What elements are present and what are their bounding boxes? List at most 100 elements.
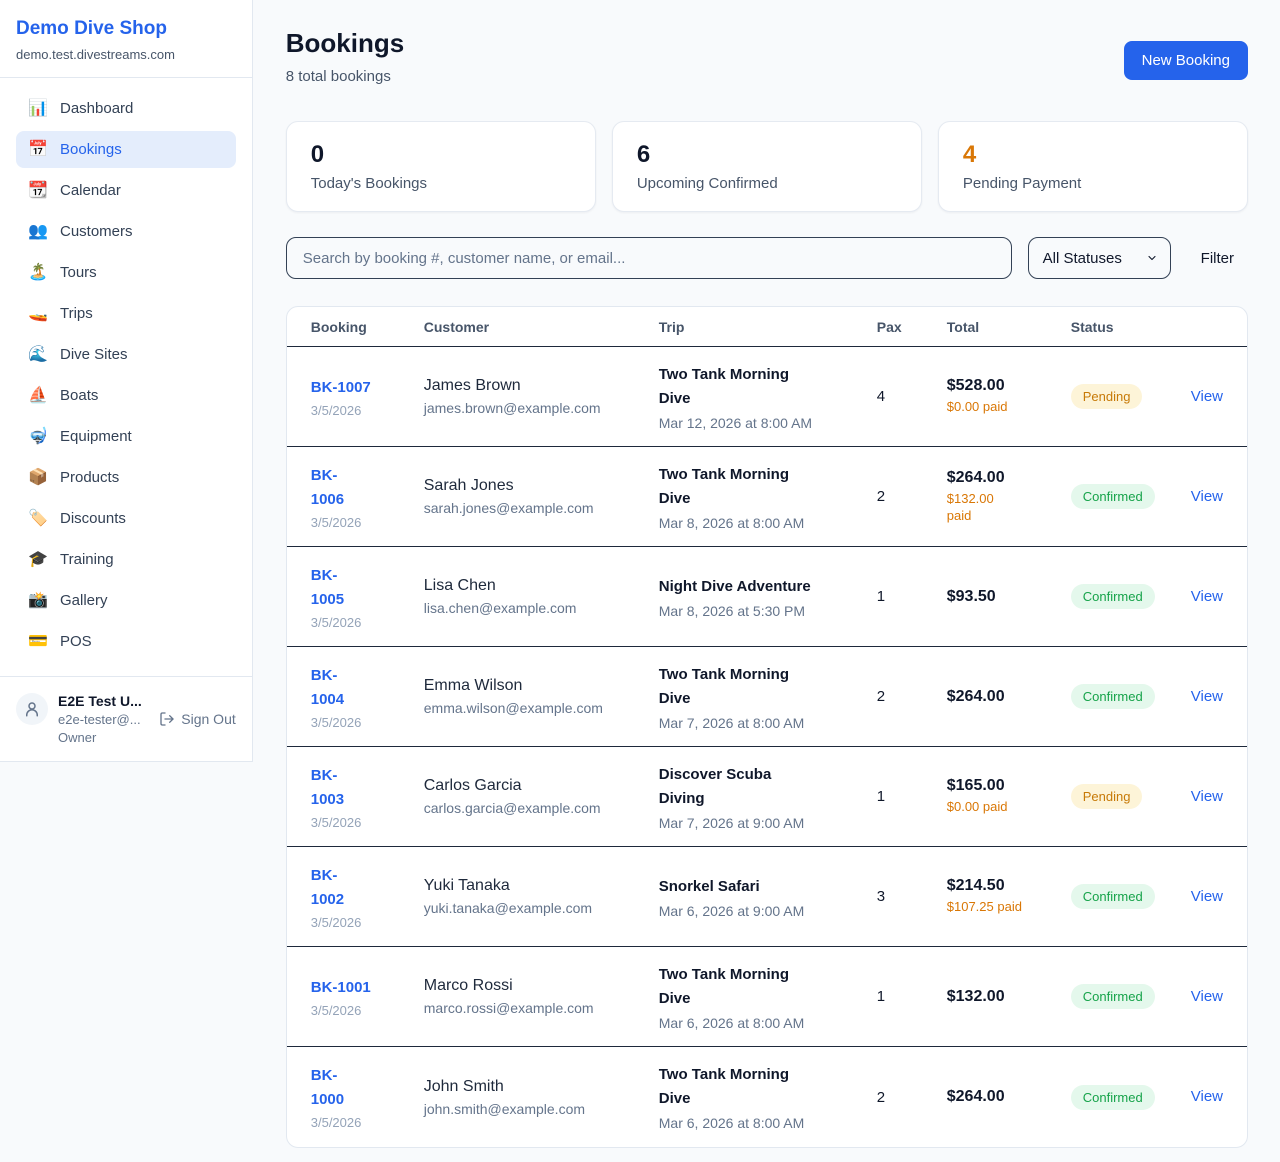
view-cell: View: [1191, 588, 1223, 606]
sidebar-item-calendar[interactable]: 📆 Calendar: [16, 172, 236, 209]
trip-datetime: Mar 7, 2026 at 9:00 AM: [658, 814, 805, 831]
booking-cell: BK- 1002 3/5/2026: [311, 864, 424, 930]
sidebar-item-trips[interactable]: 🚤 Trips: [16, 295, 236, 332]
sailboat-icon: ⛵: [28, 386, 48, 404]
sidebar-item-label: Customers: [60, 223, 133, 240]
paid-amount: $107.25 paid: [946, 899, 1022, 915]
booking-date: 3/5/2026: [310, 614, 362, 630]
status-cell: Confirmed: [1070, 484, 1191, 509]
sidebar-item-boats[interactable]: ⛵ Boats: [16, 377, 236, 414]
total-cell: $264.00 $132.00 paid: [947, 469, 1071, 525]
sidebar-item-dashboard[interactable]: 📊 Dashboard: [16, 90, 236, 127]
trip-datetime: Mar 6, 2026 at 8:00 AM: [658, 1014, 805, 1031]
view-link[interactable]: View: [1190, 1088, 1223, 1105]
booking-id-link[interactable]: BK- 1004: [310, 666, 345, 708]
customer-name: Carlos Garcia: [423, 777, 522, 794]
view-link[interactable]: View: [1190, 587, 1223, 605]
status-filter-select[interactable]: All Statuses: [1027, 237, 1171, 279]
stat-label: Upcoming Confirmed: [636, 175, 778, 192]
filter-row: All Statuses Filter: [285, 237, 1248, 279]
total-amount: $528.00: [946, 377, 1005, 395]
column-header: Booking: [310, 318, 367, 335]
sidebar-item-customers[interactable]: 👥 Customers: [16, 213, 236, 250]
customer-cell: Marco Rossi marco.rossi@example.com: [424, 977, 659, 1016]
column-header: Trip: [658, 318, 685, 335]
chevron-down-icon: [1148, 255, 1156, 261]
booking-id-link[interactable]: BK- 1002: [310, 866, 345, 908]
sidebar-user-section: E2E Test U... e2e-tester@... Owner Sign …: [0, 676, 252, 761]
user-name: E2E Test U...: [58, 693, 142, 709]
customer-cell: James Brown james.brown@example.com: [424, 377, 659, 416]
page-title: Bookings: [285, 28, 405, 58]
view-link[interactable]: View: [1190, 687, 1223, 705]
sidebar-item-label: Dashboard: [60, 100, 134, 117]
trip-cell: Night Dive Adventure Mar 8, 2026 at 5:30…: [659, 575, 877, 619]
sidebar-item-pos[interactable]: 💳 POS: [16, 623, 236, 660]
table-row: BK- 1005 3/5/2026 Lisa Chen lisa.chen@ex…: [286, 547, 1247, 647]
sidebar-item-bookings[interactable]: 📅 Bookings: [16, 131, 236, 168]
camera-icon: 📸: [28, 591, 48, 609]
total-cell: $93.50: [947, 588, 1071, 606]
pax-count: 2: [876, 488, 886, 505]
sign-out-label: Sign Out: [181, 711, 236, 727]
sign-out-button[interactable]: Sign Out: [159, 711, 236, 727]
view-link[interactable]: View: [1190, 987, 1223, 1005]
view-cell: View: [1191, 888, 1223, 906]
pax-count: 1: [876, 988, 886, 1005]
sidebar-item-label: Equipment: [60, 428, 132, 445]
view-link[interactable]: View: [1190, 387, 1223, 405]
sidebar-item-dive-sites[interactable]: 🌊 Dive Sites: [16, 336, 236, 373]
sidebar-header: Demo Dive Shop demo.test.divestreams.com: [0, 0, 252, 78]
sidebar-item-products[interactable]: 📦 Products: [16, 459, 236, 496]
sidebar-item-discounts[interactable]: 🏷️ Discounts: [16, 500, 236, 537]
stat-card: 6 Upcoming Confirmed: [611, 121, 922, 212]
table-row: BK- 1003 3/5/2026 Carlos Garcia carlos.g…: [286, 747, 1247, 847]
sidebar-item-label: POS: [60, 633, 92, 650]
booking-id-link[interactable]: BK-1007: [310, 378, 371, 396]
view-link[interactable]: View: [1190, 887, 1223, 905]
customer-cell: Carlos Garcia carlos.garcia@example.com: [424, 777, 659, 816]
sidebar-item-training[interactable]: 🎓 Training: [16, 541, 236, 578]
table-row: BK- 1006 3/5/2026 Sarah Jones sarah.jone…: [286, 447, 1247, 547]
bar-chart-icon: 📊: [28, 99, 48, 117]
trip-name: Two Tank Morning Dive: [658, 465, 790, 507]
search-input[interactable]: [285, 237, 1012, 279]
sidebar-item-equipment[interactable]: 🤿 Equipment: [16, 418, 236, 455]
trip-cell: Two Tank Morning Dive Mar 12, 2026 at 8:…: [659, 363, 877, 431]
column-header: Total: [946, 318, 980, 335]
log-out-icon: [160, 712, 174, 726]
customer-name: Yuki Tanaka: [423, 877, 510, 894]
booking-id-link[interactable]: BK- 1003: [310, 766, 345, 808]
sidebar-item-gallery[interactable]: 📸 Gallery: [16, 582, 236, 619]
customer-email: yuki.tanaka@example.com: [423, 900, 593, 916]
view-link[interactable]: View: [1190, 787, 1223, 805]
status-cell: Confirmed: [1070, 684, 1191, 709]
graduation-cap-icon: 🎓: [28, 550, 48, 568]
trip-name: Night Dive Adventure: [658, 577, 811, 595]
trip-datetime: Mar 12, 2026 at 8:00 AM: [658, 414, 813, 431]
booking-id-link[interactable]: BK- 1000: [310, 1067, 345, 1108]
customer-name: Marco Rossi: [423, 977, 513, 994]
page-header: Bookings 8 total bookings New Booking: [286, 28, 1248, 85]
sidebar-item-tours[interactable]: 🏝️ Tours: [16, 254, 236, 291]
trip-cell: Two Tank Morning Dive Mar 8, 2026 at 8:0…: [659, 463, 877, 531]
status-badge: Pending: [1070, 784, 1143, 809]
sidebar-item-label: Boats: [60, 387, 99, 404]
booking-id-link[interactable]: BK- 1006: [310, 466, 345, 508]
stat-label: Pending Payment: [962, 175, 1082, 192]
booking-id-link[interactable]: BK- 1005: [310, 566, 345, 608]
customer-email: lisa.chen@example.com: [423, 600, 577, 616]
stat-value: 6: [636, 141, 651, 168]
customer-cell: Sarah Jones sarah.jones@example.com: [424, 477, 659, 516]
filter-button[interactable]: Filter: [1187, 250, 1248, 267]
paid-amount: $132.00 paid: [946, 490, 994, 523]
column-header: Pax: [876, 318, 902, 335]
new-booking-button[interactable]: New Booking: [1123, 41, 1248, 80]
sidebar-item-label: Calendar: [60, 182, 121, 199]
view-link[interactable]: View: [1190, 487, 1223, 505]
booking-id-link[interactable]: BK-1001: [310, 978, 371, 996]
sidebar-item-label: Tours: [60, 264, 97, 281]
sidebar-item-label: Gallery: [60, 592, 108, 609]
status-badge: Confirmed: [1070, 484, 1155, 509]
diving-mask-icon: 🤿: [28, 427, 48, 445]
